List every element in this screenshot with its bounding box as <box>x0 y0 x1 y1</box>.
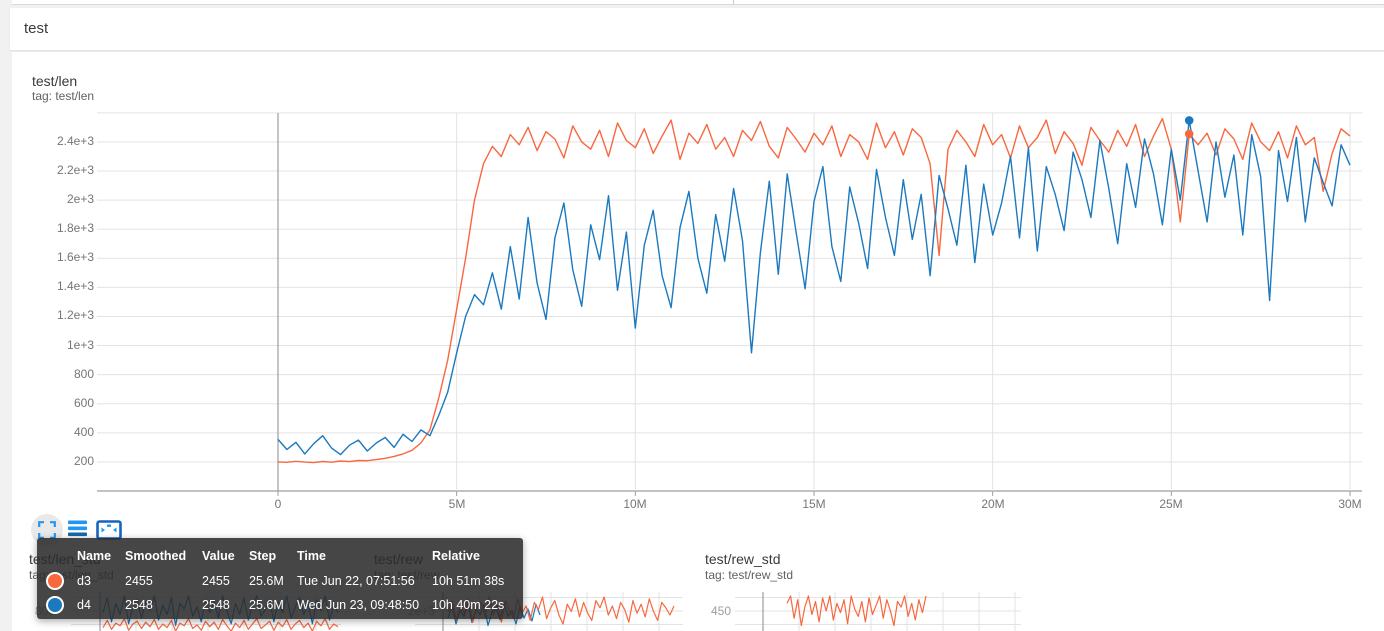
hover-tooltip: Name Smoothed Value Step Time Relative d3 2455 2… <box>37 538 523 619</box>
list-icon[interactable] <box>68 520 88 538</box>
fit-domain-icon[interactable] <box>96 520 122 540</box>
tooltip-cell-name: d3 <box>77 574 91 588</box>
tooltip-header: Smoothed <box>125 549 187 563</box>
tooltip-header: Name <box>77 549 112 563</box>
top-card-edge <box>12 0 1384 5</box>
tooltip-row-d3: d3 2455 2455 25.6M Tue Jun 22, 07:51:56 10h 5… <box>37 569 523 593</box>
tooltip-header-row: Name Smoothed Value Step Time Relative <box>37 538 523 569</box>
section-title: test <box>24 20 49 37</box>
tooltip-header: Value <box>202 549 235 563</box>
tooltip-cell-name: d4 <box>77 598 91 612</box>
tooltip-header: Step <box>249 549 277 563</box>
run-color-swatch <box>37 572 77 590</box>
tooltip-cell-value: 2548 <box>202 598 230 612</box>
section-header-test[interactable]: test <box>10 8 1384 51</box>
tooltip-header: Time <box>297 549 326 563</box>
tooltip-header: Relative <box>432 549 480 563</box>
tooltip-cell-time: Tue Jun 22, 07:51:56 <box>297 574 415 588</box>
main-chart-plot-area[interactable] <box>97 113 1362 491</box>
tooltip-cell-smoothed: 2455 <box>125 574 153 588</box>
fullscreen-icon[interactable] <box>38 521 56 539</box>
tooltip-cell-time: Wed Jun 23, 09:48:50 <box>297 598 420 612</box>
tooltip-row-d4: d4 2548 2548 25.6M Wed Jun 23, 09:48:50 10h 4… <box>37 593 523 617</box>
tooltip-cell-step: 25.6M <box>249 598 284 612</box>
tooltip-cell-relative: 10h 51m 38s <box>432 574 505 588</box>
tooltip-cell-relative: 10h 40m 22s <box>432 598 505 612</box>
top-card-divider <box>733 0 734 4</box>
tooltip-cell-step: 25.6M <box>249 574 284 588</box>
run-color-swatch <box>37 596 77 614</box>
tooltip-cell-smoothed: 2548 <box>125 598 153 612</box>
tooltip-cell-value: 2455 <box>202 574 230 588</box>
